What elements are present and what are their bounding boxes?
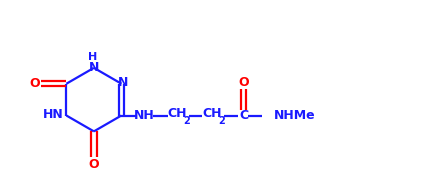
Text: C: C (239, 109, 248, 122)
Text: N: N (89, 61, 99, 74)
Text: 2: 2 (218, 116, 225, 126)
Text: O: O (88, 158, 99, 171)
Text: O: O (238, 76, 249, 89)
Text: N: N (118, 76, 128, 89)
Text: O: O (30, 77, 40, 90)
Text: H: H (88, 52, 97, 62)
Text: 2: 2 (184, 116, 190, 126)
Text: CH: CH (167, 107, 187, 120)
Text: NHMe: NHMe (273, 109, 315, 122)
Text: CH: CH (202, 107, 221, 120)
Text: HN: HN (42, 108, 63, 121)
Text: NH: NH (134, 109, 155, 122)
